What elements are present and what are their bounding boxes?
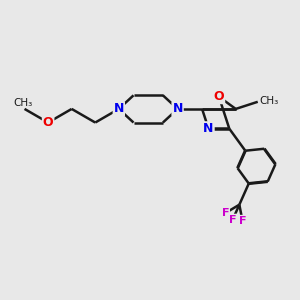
- Text: CH₃: CH₃: [259, 96, 278, 106]
- Text: N: N: [114, 102, 124, 116]
- Text: O: O: [43, 116, 53, 129]
- Text: F: F: [229, 214, 236, 225]
- Text: N: N: [172, 102, 183, 116]
- Text: F: F: [222, 208, 229, 218]
- Text: F: F: [239, 216, 246, 226]
- Text: CH₃: CH₃: [14, 98, 33, 108]
- Text: O: O: [214, 90, 224, 103]
- Text: N: N: [203, 122, 214, 135]
